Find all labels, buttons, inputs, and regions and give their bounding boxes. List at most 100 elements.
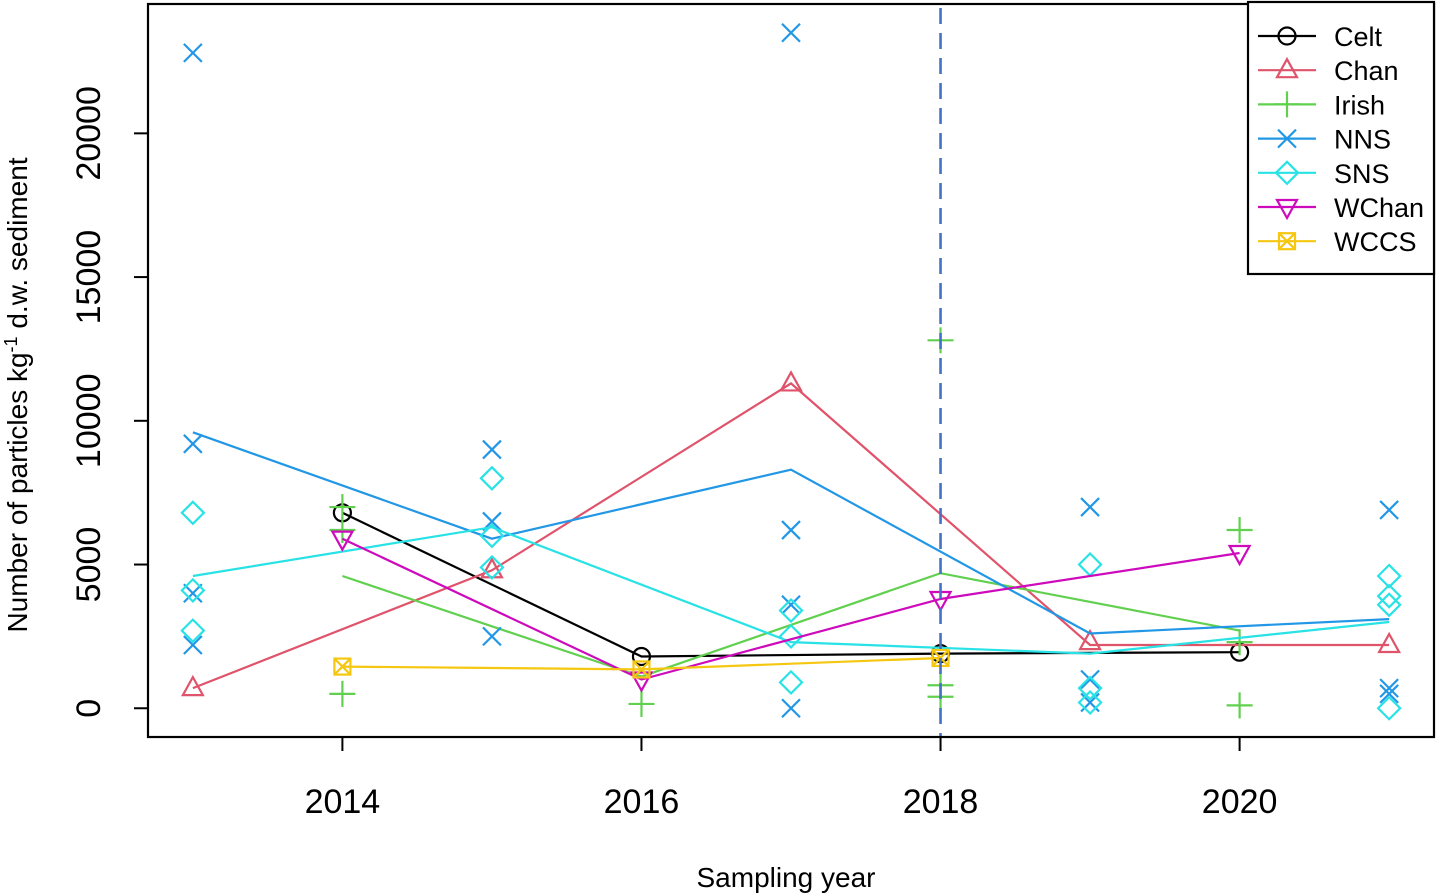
data-point-nns-11	[1080, 497, 1100, 517]
data-point-chan-3	[1078, 628, 1102, 651]
data-point-celt-1	[631, 646, 652, 667]
data-point-irish-2	[329, 680, 356, 707]
data-point-chan-0-shape	[180, 674, 205, 697]
data-point-nns-9-d2	[781, 594, 801, 615]
legend-label-celt: Celt	[1334, 22, 1383, 52]
data-point-wccs-0-shape	[333, 657, 352, 676]
legend-label-chan: Chan	[1334, 56, 1399, 86]
data-point-sns-10	[1077, 675, 1103, 701]
data-point-chan-2	[779, 370, 803, 392]
x-tick-label-2016: 2016	[604, 783, 680, 821]
data-point-nns-3-d2	[183, 635, 203, 655]
data-point-nns-7	[781, 22, 801, 43]
plot-frame	[146, 2, 1436, 739]
data-point-nns-14	[1379, 500, 1399, 520]
data-point-nns-10	[781, 698, 801, 719]
data-point-nns-6	[482, 626, 502, 647]
data-point-wchan-3	[1227, 544, 1252, 567]
data-point-wchan-0	[330, 530, 355, 552]
x-tick-label-2018: 2018	[903, 783, 979, 821]
data-point-sns-11-shape	[1077, 689, 1103, 716]
data-point-nns-12	[1080, 669, 1100, 690]
x-axis-title: Sampling year	[697, 862, 876, 893]
data-point-sns-14-shape	[1376, 592, 1402, 618]
data-point-sns-15	[1376, 695, 1402, 721]
legend-marker-sns-shape	[1274, 160, 1300, 186]
data-point-sns-5	[479, 554, 505, 580]
data-point-wchan-1-shape	[629, 671, 654, 693]
y-axis-title-rest: d.w. sediment	[2, 157, 33, 336]
data-point-nns-0	[183, 43, 203, 63]
data-point-wccs-1	[632, 660, 651, 679]
y-tick-label-0: 0	[70, 699, 108, 718]
data-point-nns-15	[1379, 678, 1399, 698]
data-point-sns-12-shape	[1376, 563, 1402, 589]
data-point-chan-4-shape	[1377, 631, 1402, 654]
series-line-wchan	[341, 537, 1240, 681]
data-point-sns-8	[778, 669, 804, 695]
legend-item-sns: SNS	[1258, 159, 1390, 189]
legend-marker-wccs-shape	[1277, 232, 1297, 251]
legend-marker-sns	[1274, 160, 1300, 186]
legend-marker-celt-shape	[1277, 26, 1297, 46]
data-point-nns-7-d2	[781, 22, 801, 43]
data-point-irish-7	[1226, 517, 1253, 544]
legend-label-wccs: WCCS	[1334, 227, 1417, 257]
plot-area	[180, 8, 1402, 737]
legend-marker-nns-d2	[1277, 128, 1297, 149]
data-point-nns-6-d2	[482, 626, 502, 647]
data-point-chan-3-shape	[1078, 628, 1102, 651]
data-point-nns-11-d2	[1080, 497, 1100, 517]
data-point-sns-2	[180, 618, 206, 644]
data-point-sns-13	[1376, 583, 1402, 609]
data-point-wccs-0	[333, 657, 352, 676]
data-point-sns-0	[180, 500, 206, 526]
data-point-sns-7	[778, 623, 804, 649]
data-point-wchan-1	[629, 671, 654, 693]
y-axis-title: Number of particles kg-1 d.w. sediment	[1, 157, 33, 632]
legend-marker-nns	[1277, 128, 1297, 149]
data-point-sns-10-shape	[1077, 675, 1103, 701]
legend-item-irish: Irish	[1258, 90, 1385, 120]
data-point-chan-0	[180, 674, 205, 697]
x-tick-label-2020: 2020	[1202, 783, 1278, 821]
data-point-sns-4	[479, 523, 505, 549]
data-point-sns-4-shape	[479, 523, 505, 549]
series-line-sns	[192, 526, 1390, 655]
data-point-nns-12-d2	[1080, 669, 1100, 690]
data-point-chan-4	[1377, 631, 1402, 654]
data-point-wccs-1-d2	[632, 660, 651, 679]
data-point-sns-12	[1376, 563, 1402, 589]
legend: Celt Chan Irish NNS SNS WChan WCCS	[1246, 0, 1436, 276]
legend-marker-wchan	[1275, 198, 1299, 221]
data-point-wchan-0-shape	[330, 530, 355, 552]
data-point-wchan-3-shape	[1227, 544, 1252, 567]
y-tick-label-20000: 20000	[70, 86, 108, 181]
data-point-nns-4	[482, 439, 502, 460]
data-point-wccs-2-d2	[931, 649, 950, 667]
data-point-nns-0-d2	[183, 43, 203, 63]
legend-marker-wccs-d2	[1278, 232, 1296, 250]
legend-marker-wchan-shape	[1275, 198, 1299, 221]
data-point-nns-14-d2	[1379, 500, 1399, 520]
legend-marker-celt	[1277, 26, 1297, 46]
data-point-nns-16	[1379, 684, 1399, 704]
data-point-sns-3	[479, 465, 505, 491]
data-point-sns-14	[1376, 592, 1402, 618]
legend-label-nns: NNS	[1334, 125, 1391, 155]
axes: 2014 2016 2018 2020 0 5000 10000 15000 20000	[70, 2, 1436, 821]
data-point-nns-15-d2	[1379, 678, 1399, 698]
series-line-wccs	[342, 656, 941, 671]
legend-item-celt: Celt	[1258, 22, 1383, 52]
series-line-chan	[192, 382, 1390, 690]
data-point-wccs-0-d2	[333, 657, 352, 676]
data-point-irish-8	[1226, 629, 1253, 656]
data-point-nns-8-d2	[781, 520, 801, 540]
data-point-sns-1-shape	[180, 577, 206, 603]
data-point-nns-4-d2	[482, 439, 502, 460]
data-point-chan-2-shape	[779, 370, 803, 392]
data-point-sns-2-shape	[180, 618, 206, 644]
y-tick-label-15000: 15000	[70, 230, 108, 325]
y-axis-title-superscript: -1	[1, 336, 21, 352]
